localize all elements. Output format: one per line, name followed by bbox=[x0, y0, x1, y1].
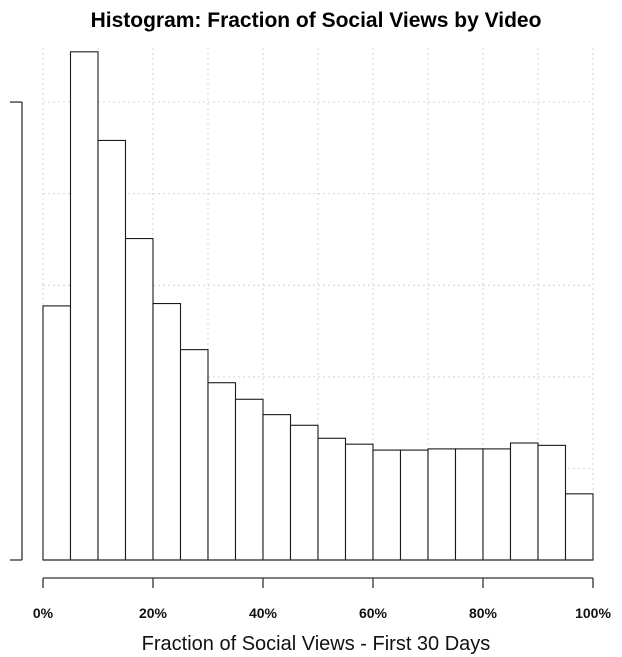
histogram-bar bbox=[454, 448, 484, 561]
x-tick-label: 80% bbox=[469, 605, 498, 621]
histogram-bar bbox=[564, 493, 594, 561]
x-tick-label: 20% bbox=[139, 605, 168, 621]
x-axis-label: Fraction of Social Views - First 30 Days bbox=[142, 633, 491, 655]
x-tick-labels: 0% 20% 40% 60% 80% 100% bbox=[33, 605, 612, 621]
histogram-bar bbox=[289, 424, 319, 561]
histogram-bar bbox=[179, 349, 209, 561]
histogram-bar bbox=[262, 414, 292, 561]
x-tick-label: 60% bbox=[359, 605, 388, 621]
histogram-bar bbox=[97, 139, 127, 561]
histogram-bar bbox=[152, 302, 182, 561]
chart-title: Histogram: Fraction of Social Views by V… bbox=[91, 9, 542, 32]
axes bbox=[10, 101, 594, 588]
histogram-bar bbox=[399, 449, 429, 561]
histogram-bar bbox=[372, 449, 402, 561]
histogram-bar bbox=[69, 51, 99, 561]
histogram-bar bbox=[482, 448, 512, 561]
histogram-bar bbox=[124, 237, 154, 561]
histogram-bar bbox=[317, 437, 347, 561]
histogram-bar bbox=[427, 448, 457, 561]
x-tick-label: 40% bbox=[249, 605, 278, 621]
histogram-bar bbox=[509, 442, 539, 561]
x-tick-label: 100% bbox=[575, 605, 611, 621]
histogram-bar bbox=[344, 443, 374, 561]
histogram-bar bbox=[207, 382, 237, 561]
x-tick-label: 0% bbox=[33, 605, 54, 621]
histogram-bar bbox=[234, 398, 264, 561]
histogram-bar bbox=[42, 305, 72, 561]
histogram-bar bbox=[537, 444, 567, 561]
